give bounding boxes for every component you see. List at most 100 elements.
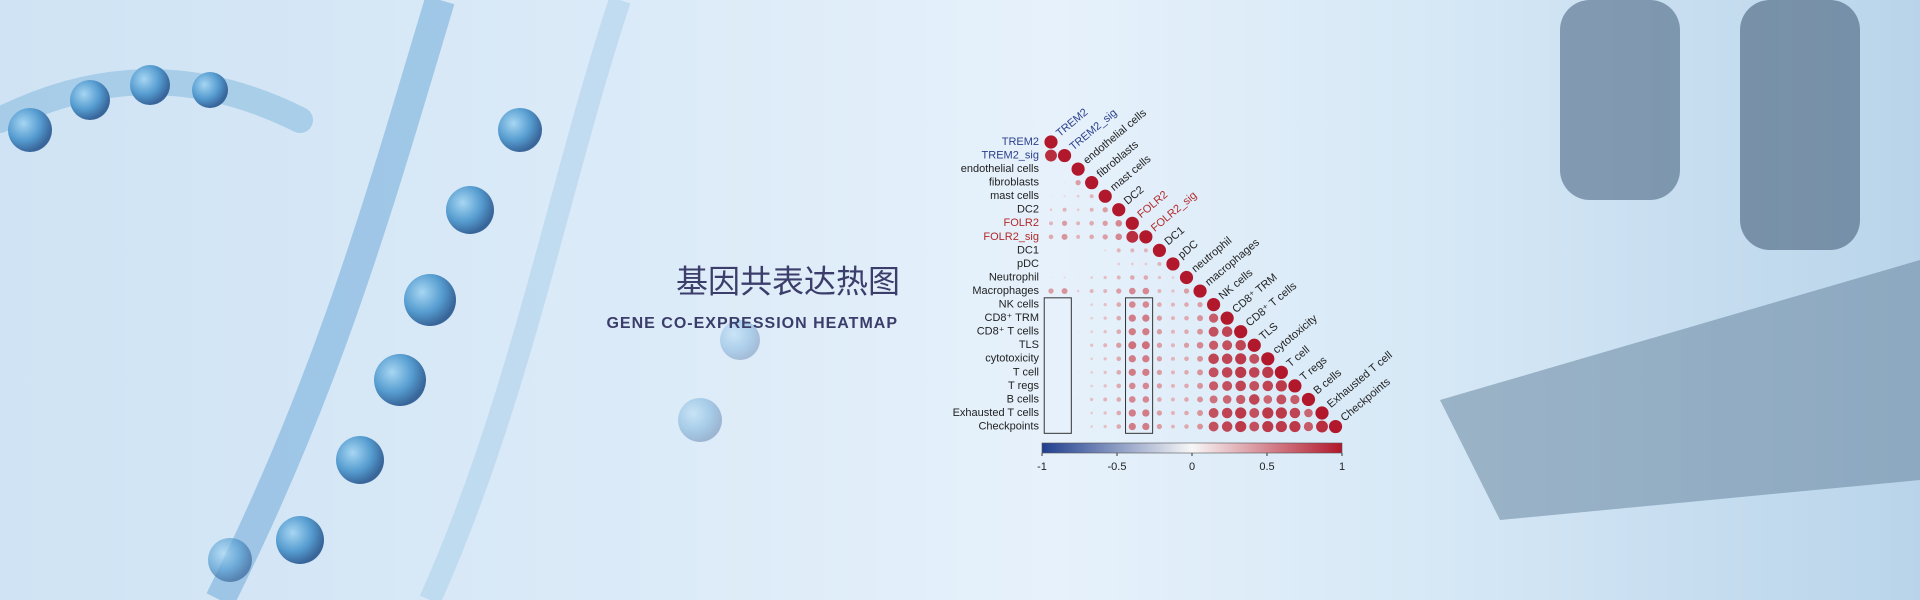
banner-subtitle: GENE CO-EXPRESSION HEATMAP — [606, 315, 898, 332]
cell-dot — [1262, 420, 1274, 433]
highlight-box — [1043, 297, 1072, 434]
cell-dot — [1262, 407, 1274, 419]
cell-dot — [1170, 411, 1175, 415]
cell-dot — [1077, 344, 1079, 346]
cell-dot — [1315, 406, 1329, 420]
dna-decoration — [0, 0, 760, 600]
cell-dot — [1089, 194, 1094, 199]
cell-dot — [1077, 263, 1079, 265]
row-label: DC1 — [1017, 244, 1039, 256]
cell-dot — [1085, 176, 1099, 190]
cell-dot — [1103, 330, 1107, 334]
cell-dot — [1090, 411, 1093, 415]
cell-dot — [1116, 302, 1122, 307]
cell-dot — [1116, 275, 1121, 280]
cell-dot — [1050, 385, 1052, 387]
cell-dot — [1221, 326, 1233, 337]
cell-dot — [1128, 409, 1136, 417]
cell-dot — [1116, 329, 1122, 335]
cell-dot — [1049, 208, 1053, 212]
cell-dot — [1063, 181, 1066, 184]
banner-title: 基因共表达热图 — [676, 263, 900, 299]
cell-dot — [1221, 367, 1233, 378]
cell-dot — [1142, 422, 1150, 431]
cell-dot — [1103, 411, 1107, 415]
cell-dot — [1157, 275, 1162, 280]
cell-dot — [1116, 288, 1122, 294]
cell-dot — [1090, 303, 1093, 306]
cell-dot — [1197, 328, 1204, 335]
cell-dot — [1142, 382, 1150, 390]
cell-dot — [1050, 182, 1052, 183]
row-label: endothelial cells — [961, 163, 1040, 175]
cell-dot — [1076, 234, 1081, 239]
cell-dot — [1129, 301, 1136, 308]
cell-dot — [1098, 189, 1112, 203]
cell-dot — [1221, 353, 1233, 365]
cell-dot — [1050, 412, 1052, 414]
cell-dot — [1061, 233, 1068, 240]
cell-dot — [1157, 261, 1162, 266]
cell-dot — [1050, 168, 1052, 170]
column-label: cytotoxicity — [1271, 312, 1320, 356]
cell-dot — [1102, 207, 1108, 213]
cell-dot — [1129, 275, 1135, 280]
cell-dot — [1064, 263, 1065, 265]
cell-dot — [1288, 379, 1302, 393]
cell-dot — [1090, 330, 1093, 334]
row-label: FOLR2_sig — [983, 231, 1039, 243]
cell-dot — [1050, 344, 1052, 346]
cell-dot — [1077, 250, 1079, 251]
cell-dot — [1222, 395, 1232, 404]
cell-dot — [1262, 366, 1274, 378]
cell-dot — [1156, 329, 1163, 335]
cell-dot — [1089, 289, 1094, 294]
cell-dot — [1064, 344, 1065, 346]
cell-dot — [1103, 370, 1107, 374]
cell-dot — [1090, 276, 1093, 279]
row-label: Exhausted T cells — [953, 407, 1040, 419]
cell-dot — [1064, 304, 1065, 305]
cell-dot — [1235, 380, 1246, 392]
cell-dot — [1247, 338, 1261, 352]
cell-dot — [1208, 381, 1219, 391]
cell-dot — [1249, 421, 1260, 432]
cell-dot — [1197, 369, 1204, 376]
row-label: FOLR2 — [1004, 217, 1039, 229]
cell-dot — [1235, 420, 1247, 433]
cell-dot — [1197, 301, 1203, 308]
column-label: DC2 — [1122, 184, 1147, 207]
cell-dot — [1208, 421, 1219, 432]
cell-dot — [1142, 396, 1150, 403]
cell-dot — [1157, 397, 1162, 402]
cell-dot — [1274, 365, 1288, 379]
cell-dot — [1156, 383, 1163, 389]
cell-dot — [1208, 408, 1219, 418]
cell-dot — [1077, 398, 1079, 401]
highlight-box — [1125, 297, 1154, 434]
cell-dot — [1184, 315, 1189, 321]
cell-dot — [1112, 203, 1126, 217]
cell-dot — [1144, 262, 1148, 266]
cell-dot — [1050, 195, 1052, 197]
cell-dot — [1075, 180, 1081, 186]
cell-dot — [1077, 371, 1079, 374]
cell-dot — [1064, 412, 1065, 414]
cell-dot — [1197, 315, 1204, 322]
cell-dot — [1103, 316, 1107, 320]
cell-dot — [1089, 207, 1094, 212]
cell-dot — [1143, 275, 1149, 280]
cell-dot — [1197, 355, 1204, 362]
cell-dot — [1170, 370, 1175, 375]
cell-dot — [1156, 423, 1163, 430]
cell-dot — [1171, 276, 1175, 279]
cell-dot — [1116, 315, 1122, 321]
cell-dot — [1089, 220, 1094, 226]
cell-dot — [1076, 208, 1080, 212]
cell-dot — [1139, 230, 1153, 244]
cell-dot — [1157, 302, 1162, 307]
cell-dot — [1115, 233, 1123, 241]
microscope-decoration — [1440, 0, 1920, 520]
cell-dot — [1303, 421, 1314, 432]
colorbar — [1041, 442, 1343, 454]
